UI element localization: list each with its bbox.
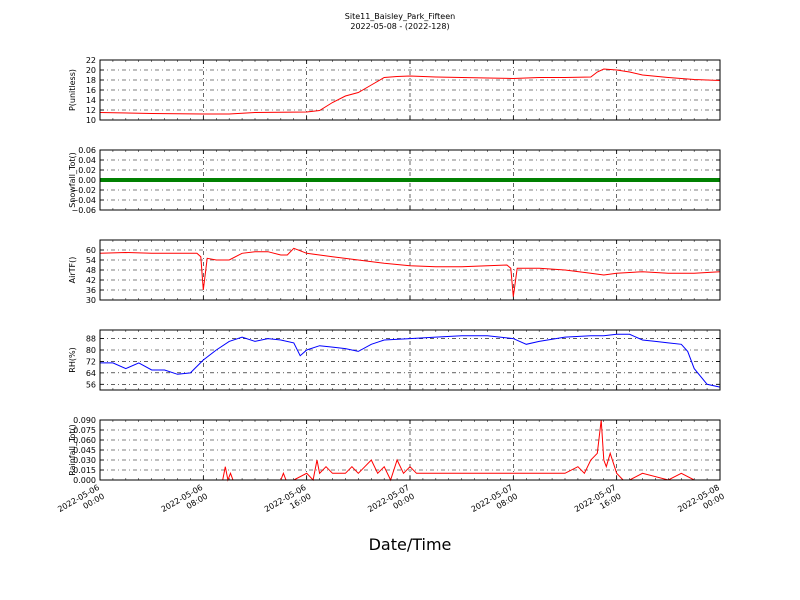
y-tick-label: 0.045 (73, 446, 96, 455)
y-tick-label: 14 (86, 96, 96, 105)
y-tick-label: 88 (86, 335, 96, 344)
y-axis-label: AirTF() (68, 257, 77, 284)
y-tick-label: 10 (86, 116, 96, 125)
y-tick-label: −0.06 (71, 206, 96, 215)
y-tick-label: 0.015 (73, 466, 96, 475)
series-line (99, 247, 721, 297)
y-tick-label: −0.02 (71, 186, 96, 195)
y-tick-label: 60 (86, 246, 96, 255)
y-tick-label: 0.090 (73, 416, 96, 425)
y-tick-label: 0.04 (78, 156, 96, 165)
x-tick-label: 2022-05-0608:00 (160, 483, 210, 523)
y-tick-label: 48 (86, 266, 96, 275)
y-tick-label: 80 (86, 346, 96, 355)
y-axis-label: P(unitless) (68, 69, 77, 111)
y-tick-label: 18 (86, 76, 96, 85)
x-axis-ticks: 2022-05-0600:00 2022-05-0608:00 2022-05-06… (56, 483, 726, 523)
y-tick-label: 0.030 (73, 456, 96, 465)
y-axis-label: RH(%) (68, 347, 77, 372)
y-tick-label: −0.04 (71, 196, 96, 205)
y-axis-label: Rainfall_Tot() (68, 424, 77, 476)
x-axis-label: Date/Time (369, 535, 452, 554)
x-tick-label: 2022-05-0616:00 (263, 483, 313, 523)
chart-title: Site11_Baisley_Park_Fifteen (345, 12, 455, 21)
panel-5: 0.0000.0150.0300.0450.0600.0750.090Rainf… (68, 416, 721, 485)
y-tick-label: 0.06 (78, 146, 96, 155)
y-tick-label: 0.02 (78, 166, 96, 175)
y-tick-label: 0.00 (78, 176, 96, 185)
y-tick-label: 20 (86, 66, 96, 75)
y-tick-label: 64 (86, 369, 96, 378)
y-tick-label: 22 (86, 56, 96, 65)
y-tick-label: 0.000 (73, 476, 96, 485)
y-tick-label: 36 (86, 286, 96, 295)
plot-frame (99, 149, 721, 211)
y-tick-label: 56 (86, 380, 96, 389)
x-tick-label: 2022-05-0708:00 (470, 483, 520, 523)
series-line (99, 68, 721, 115)
x-tick-label: 2022-05-0700:00 (366, 483, 416, 523)
x-tick-label: 2022-05-0800:00 (676, 483, 726, 523)
plot-frame (99, 329, 721, 391)
y-tick-label: 0.075 (73, 426, 96, 435)
y-tick-label: 0.060 (73, 436, 96, 445)
plot-frame (99, 239, 721, 301)
plot-frame (99, 419, 721, 481)
chart-subtitle: 2022-05-08 - (2022-128) (350, 22, 449, 31)
y-tick-label: 12 (86, 106, 96, 115)
y-tick-label: 42 (86, 276, 96, 285)
y-tick-label: 30 (86, 296, 96, 305)
y-tick-label: 54 (86, 256, 96, 265)
x-tick-label: 2022-05-0600:00 (56, 483, 106, 523)
y-axis-label: Snowfall_Tot() (68, 152, 77, 208)
x-tick-label: 2022-05-0716:00 (573, 483, 623, 523)
panel-4: 56 64 72 80 88 RH(%) (68, 329, 721, 391)
panel-2: −0.06−0.04−0.020.000.020.040.06Snowfall_… (68, 146, 721, 215)
series-line (100, 333, 721, 388)
y-tick-label: 72 (86, 357, 96, 366)
plot-frame (99, 59, 721, 121)
y-tick-label: 16 (86, 86, 96, 95)
